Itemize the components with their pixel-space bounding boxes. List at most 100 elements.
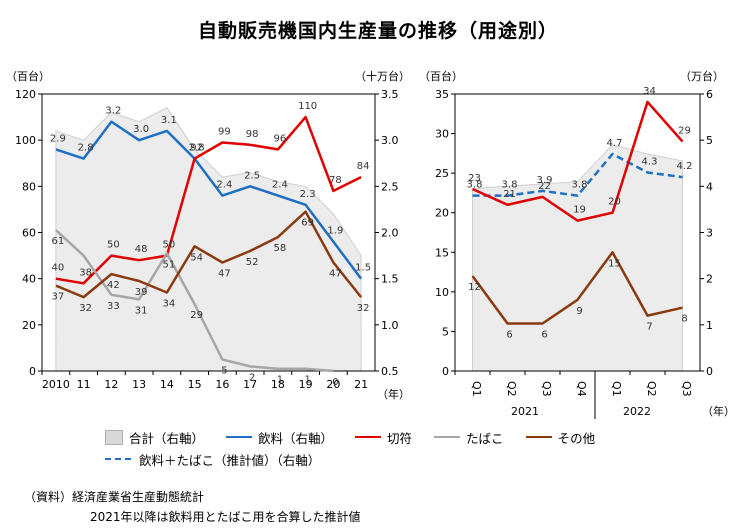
legend-label-tickets: 切符 <box>387 430 413 446</box>
panel2-y-right-tick-label: 6 <box>706 88 713 101</box>
panel1-data-label-tobacco: 29 <box>190 310 203 321</box>
panel2-y-right-tick-label: 4 <box>706 180 713 193</box>
panel1-data-label-drinks: 2.9 <box>50 133 66 144</box>
panel1-data-label-tobacco: 2 <box>249 372 255 383</box>
panel1-data-label-drinks: 1.9 <box>327 226 343 237</box>
panel1-series-drinks-line <box>55 120 363 280</box>
panel2-y-left-tick-label: 25 <box>435 167 449 180</box>
panel1-data-label-tickets: 38 <box>79 267 92 278</box>
chart-title: 自動販売機国内生産量の推移（用途別） <box>197 20 558 42</box>
panel1-x-tick-label: 19 <box>299 378 313 391</box>
panel1-data-label-drinks: 3.1 <box>161 115 177 126</box>
source-line: （資料）経済産業省生産動態統計 <box>24 490 205 504</box>
panel2-y-right-tick-label: 3 <box>706 227 713 240</box>
panel2-data-label-tickets: 20 <box>608 197 621 208</box>
panel2-data-label-other: 6 <box>506 330 512 341</box>
panel1-x-tick-label: 15 <box>188 378 202 391</box>
panel1-data-label-other: 47 <box>218 269 231 280</box>
panel2-y-left-tick-label: 5 <box>442 325 449 338</box>
chart-figure: 0204060801001200.51.01.52.02.53.03.5（百台）… <box>6 69 735 419</box>
panel1-data-label-other: 47 <box>329 269 342 280</box>
panel2-year-label: 2021 <box>511 405 539 418</box>
legend-item-other: その他 <box>525 428 596 447</box>
panel2-x-unit: （年） <box>702 404 735 418</box>
panel2-series-other-line <box>471 251 683 325</box>
panel2-series-drink_tobacco-line <box>472 152 683 197</box>
panel2-data-label-other: 8 <box>681 314 687 325</box>
panel2-year-label: 2022 <box>623 405 651 418</box>
panel1-data-label-tickets: 98 <box>246 129 259 140</box>
panel1-data-label-other: 32 <box>79 303 92 314</box>
panel2-data-label-tickets: 19 <box>573 205 586 216</box>
panel1-x-tick-label: 16 <box>215 378 229 391</box>
panel1-x-tick-label: 18 <box>271 378 285 391</box>
panel1-x-tick-label: 14 <box>160 378 174 391</box>
panel2-data-label-other: 9 <box>576 306 582 317</box>
legend-label-drinks: 飲料（右軸） <box>258 430 334 446</box>
panel2-data-label-other: 12 <box>468 282 481 293</box>
panel2-y-right-tick-label: 5 <box>706 134 713 147</box>
panel1-data-label-tobacco: 33 <box>107 301 120 312</box>
panel1-y-right-tick-label: 3.5 <box>381 88 399 101</box>
panel2-data-label-drink_tobacco: 3.8 <box>572 180 588 191</box>
panel2-y-left-tick-label: 0 <box>442 365 449 378</box>
panel1-data-label-drinks: 1.5 <box>355 263 371 274</box>
panel1-data-label-tickets: 110 <box>298 101 317 112</box>
source-note: （資料）経済産業省生産動態統計 2021年以降は飲料用とたばこ用を合算した推計値 <box>24 487 361 527</box>
panel1-y-right-tick-label: 3.0 <box>381 134 399 147</box>
panel1-data-label-tickets: 99 <box>218 126 231 137</box>
panel2-data-label-drink_tobacco: 3.8 <box>502 180 518 191</box>
legend-swatch-drinks <box>226 436 253 438</box>
panel1-data-label-tickets: 48 <box>135 244 148 255</box>
panel2-y-left-tick-label: 10 <box>435 286 449 299</box>
panel1-x-tick-label: 2010 <box>42 378 70 391</box>
panel1-data-label-tickets: 96 <box>274 133 287 144</box>
panel2-data-label-tickets: 34 <box>643 86 656 97</box>
legend-label-drink-tobacco: 飲料＋たばこ（推計値）（右軸） <box>139 452 321 468</box>
legend-label-other: その他 <box>557 430 596 446</box>
panel2-y-right-tick-label: 1 <box>706 319 713 332</box>
panel2-data-label-drink_tobacco: 3.8 <box>467 180 483 191</box>
panel1-data-label-tickets: 84 <box>357 161 370 172</box>
legend-item-tickets: 切符 <box>355 428 412 447</box>
panel1-data-label-tobacco: 31 <box>135 305 148 316</box>
panel1-series-other-line <box>55 210 363 299</box>
panel2-data-label-tickets: 23 <box>468 173 481 184</box>
panel1-data-label-other: 54 <box>190 252 203 263</box>
panel1-y-left-tick-label: 0 <box>29 365 36 378</box>
panel1-data-label-tickets: 50 <box>163 240 176 251</box>
panel1-data-label-drinks: 2.3 <box>300 189 316 200</box>
panel1-data-label-tobacco: 1 <box>304 375 310 386</box>
panel2-right-unit: （万台） <box>680 69 724 83</box>
panel2-data-label-other: 7 <box>646 322 652 333</box>
panel2-data-label-tickets: 22 <box>538 181 551 192</box>
panel2-data-label-drink_tobacco: 4.3 <box>642 156 658 167</box>
legend: 合計（右軸） 飲料（右軸） 切符 たばこ その他 飲料＋たばこ（推計値）（右軸） <box>105 426 745 470</box>
panel1-data-label-other: 39 <box>135 287 148 298</box>
panel1-data-label-other: 42 <box>107 280 120 291</box>
panel1-x-tick-label: 21 <box>354 378 368 391</box>
panel1-data-label-drinks: 2.5 <box>244 170 260 181</box>
panel1-x-tick-label: 13 <box>132 378 146 391</box>
panel1-x-tick-label: 17 <box>243 378 257 391</box>
panel2-x-tick-label: Q2 <box>645 381 658 397</box>
panel2-x-tick-label: Q1 <box>470 381 483 397</box>
panel1-data-label-tickets: 92 <box>190 143 203 154</box>
panel1-data-label-drinks: 2.8 <box>78 143 94 154</box>
panel2-y-left-tick-label: 30 <box>435 128 449 141</box>
legend-item-drinks: 飲料（右軸） <box>226 428 333 447</box>
panel2-x-tick-label: Q2 <box>505 381 518 397</box>
panel1-series-total-area <box>55 107 362 372</box>
panel2-series-tickets-line <box>471 100 684 222</box>
panel1-y-left-tick-label: 120 <box>15 88 36 101</box>
panel2-data-label-other: 15 <box>608 258 621 269</box>
legend-item-total: 合計（右軸） <box>105 428 204 447</box>
panel1-right-unit: （十万台） <box>355 69 410 83</box>
panel2-x-tick-label: Q1 <box>610 381 623 397</box>
panel1-x-tick-label: 12 <box>104 378 118 391</box>
panel2-data-label-tickets: 29 <box>678 125 691 136</box>
panel1-y-left-tick-label: 100 <box>15 134 36 147</box>
panel2-y-left-tick-label: 35 <box>435 88 449 101</box>
panel1-data-label-tobacco: 1 <box>277 375 283 386</box>
legend-label-tobacco: たばこ <box>466 430 504 446</box>
